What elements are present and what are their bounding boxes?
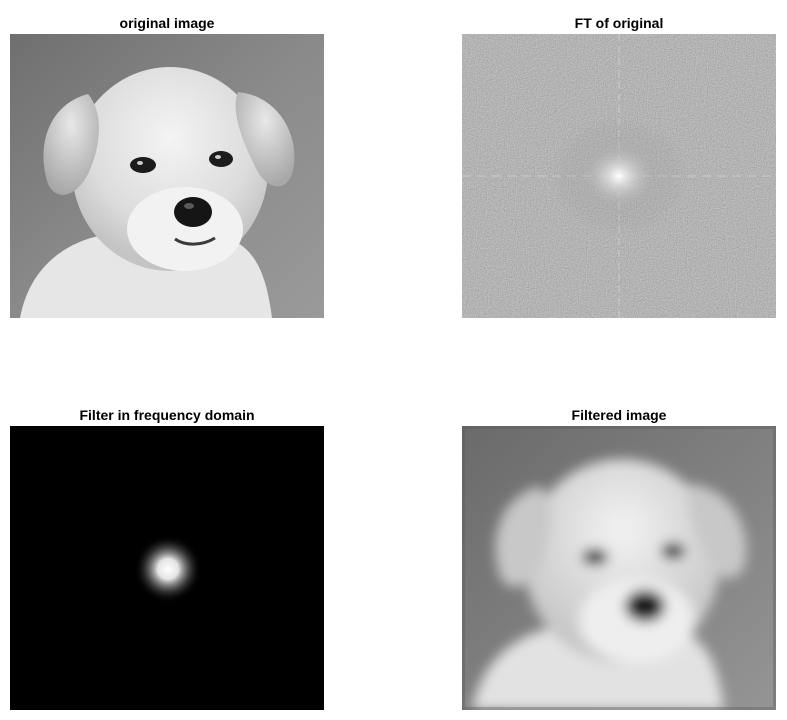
fourier-spectrum-image xyxy=(462,34,776,318)
filtered-image xyxy=(462,426,776,710)
panel-title-filter: Filter in frequency domain xyxy=(79,407,255,423)
panel-title-filtered: Filtered image xyxy=(571,407,667,423)
filter-image xyxy=(10,426,324,710)
original-image xyxy=(10,34,324,318)
panel-title-original: original image xyxy=(119,15,215,31)
panel-title-ft: FT of original xyxy=(574,15,664,31)
